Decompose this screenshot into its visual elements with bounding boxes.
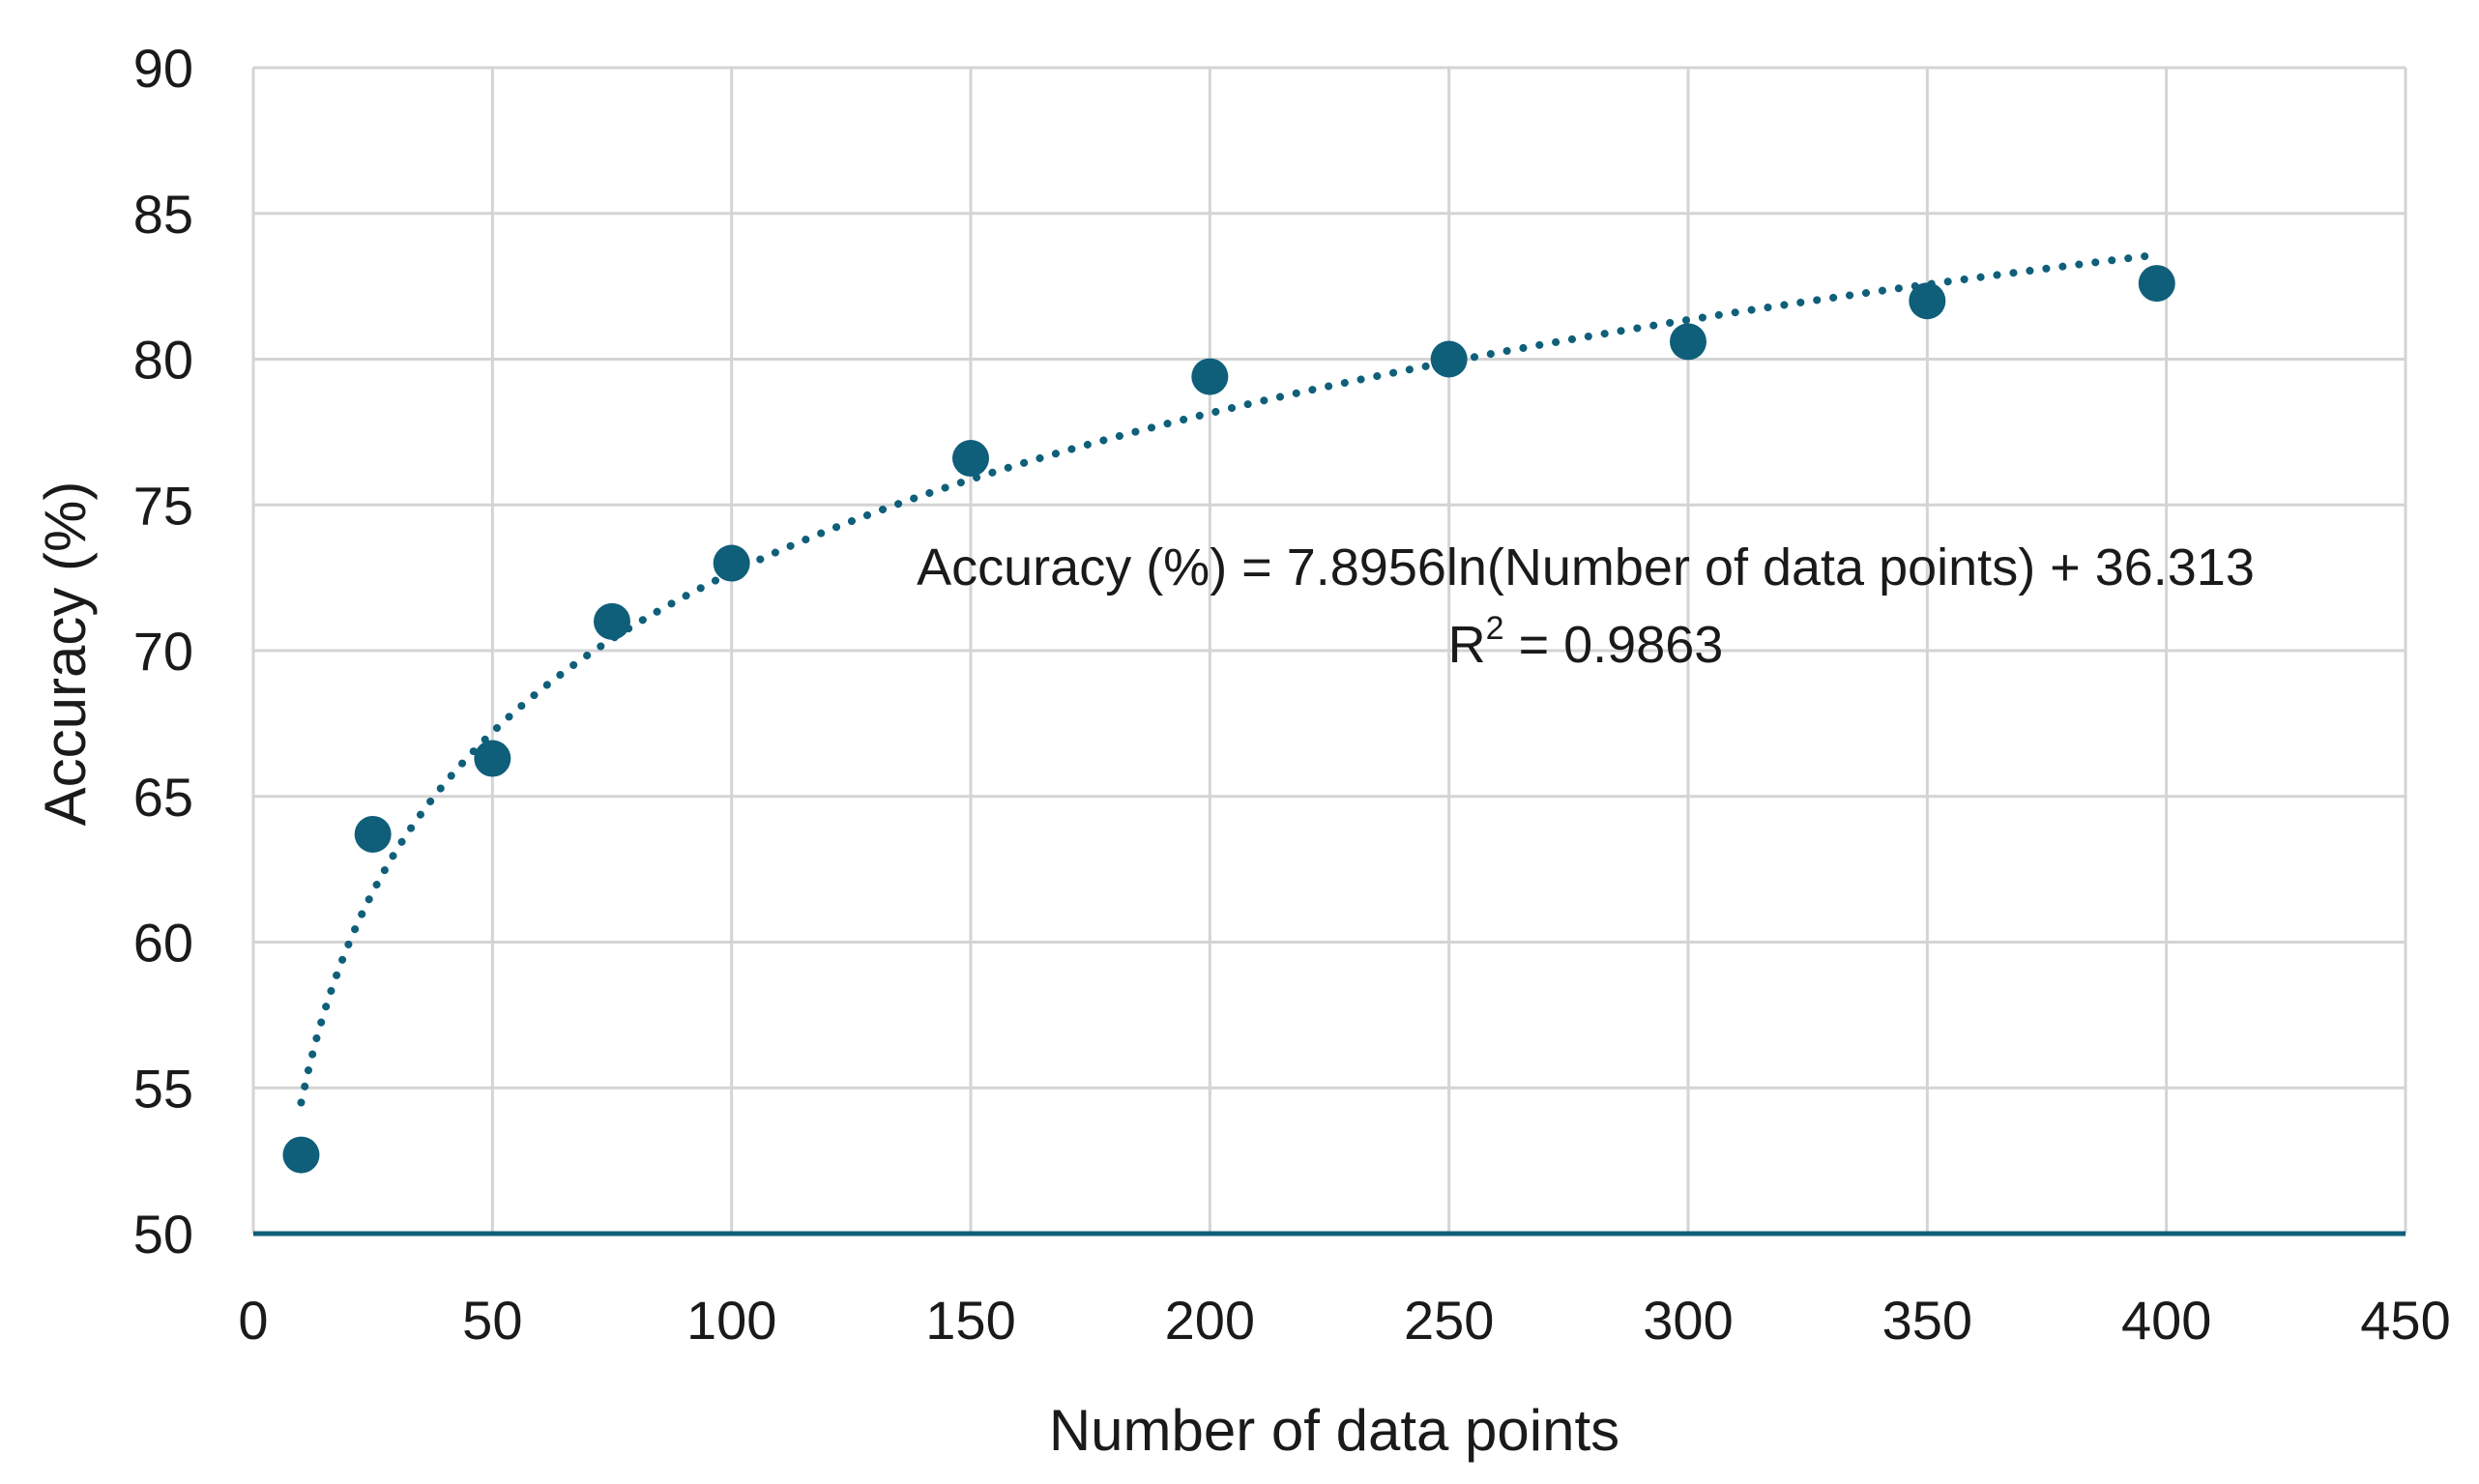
x-tick-label: 350 xyxy=(1882,1290,1972,1351)
trendline-equation: Accuracy (%) = 7.8956ln(Number of data p… xyxy=(917,538,2255,597)
data-point xyxy=(952,440,989,478)
y-tick-label: 70 xyxy=(133,621,193,682)
x-tick-label: 0 xyxy=(238,1290,268,1351)
x-tick-label: 200 xyxy=(1165,1290,1255,1351)
x-tick-label: 300 xyxy=(1643,1290,1733,1351)
data-point xyxy=(1430,340,1468,378)
y-tick-label: 80 xyxy=(133,330,193,391)
x-tick-label: 400 xyxy=(2121,1290,2211,1351)
data-point xyxy=(713,544,750,582)
data-point xyxy=(1191,358,1229,395)
points-layer xyxy=(282,265,2175,1174)
data-point xyxy=(474,740,511,777)
x-axis-title: Number of data points xyxy=(1049,1398,1619,1463)
trendline-layer xyxy=(297,250,2161,1107)
r-squared-prefix: R xyxy=(1448,616,1486,674)
x-tick-label: 450 xyxy=(2360,1290,2450,1351)
r-squared-value: = 0.9863 xyxy=(1504,616,1724,674)
r-squared-superscript: 2 xyxy=(1486,610,1504,647)
y-tick-label: 90 xyxy=(133,38,193,99)
trendline xyxy=(297,250,2161,1107)
y-tick-label: 60 xyxy=(133,913,193,974)
x-tick-label: 250 xyxy=(1404,1290,1494,1351)
data-point xyxy=(282,1136,320,1174)
data-point xyxy=(1909,282,1946,320)
x-tick-label: 50 xyxy=(462,1290,522,1351)
y-tick-label: 75 xyxy=(133,475,193,536)
y-axis-title: Accuracy (%) xyxy=(33,481,98,827)
tick-label-layer: 50 55 60 65 70 75 80 85 90 0 50 100 150 200 250 300 350 4… xyxy=(133,38,2451,1351)
data-point xyxy=(594,602,630,640)
x-tick-label: 150 xyxy=(925,1290,1015,1351)
y-tick-label: 85 xyxy=(133,184,193,245)
r-squared-label: R2 = 0.9863 xyxy=(1448,610,1724,674)
data-point xyxy=(1670,323,1706,361)
grid-layer xyxy=(251,66,2407,1234)
y-tick-label: 55 xyxy=(133,1058,193,1119)
data-point xyxy=(354,815,392,853)
x-tick-label: 100 xyxy=(686,1290,776,1351)
y-tick-label: 65 xyxy=(133,767,193,828)
y-tick-label: 50 xyxy=(133,1204,193,1265)
data-point xyxy=(2138,265,2175,303)
